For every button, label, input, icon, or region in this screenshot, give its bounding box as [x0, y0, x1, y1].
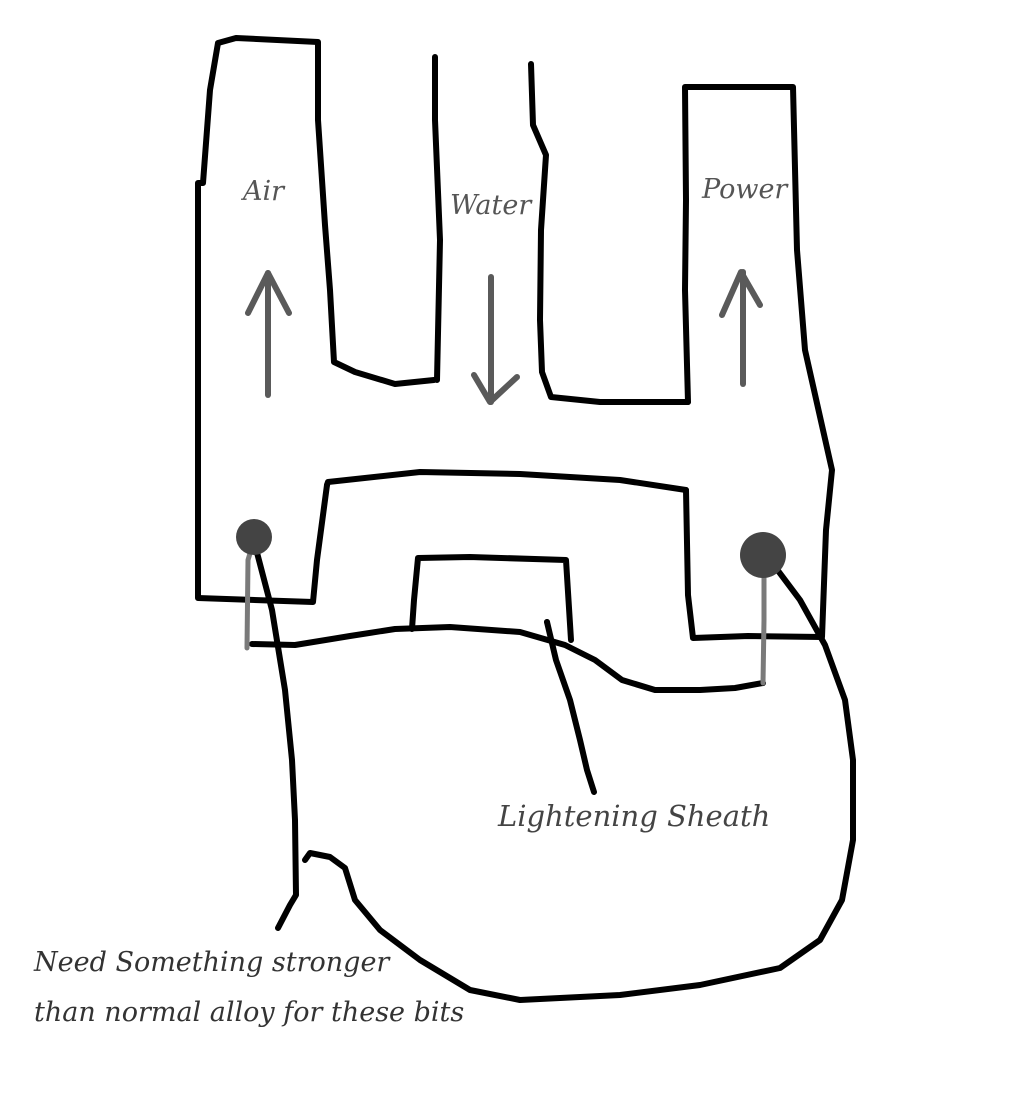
- air-column-outline: [195, 35, 437, 605]
- air-label: Air: [243, 176, 285, 207]
- right-electrode-stem: [760, 557, 767, 686]
- right-electrode-dot: [740, 532, 786, 578]
- sheath-notch: [409, 554, 574, 643]
- material-note: Need Something stronger than normal allo…: [34, 938, 464, 1038]
- left-wire: [252, 542, 299, 931]
- note-line-2: than normal alloy for these bits: [34, 997, 465, 1028]
- sheath-pointer-line: [544, 619, 597, 795]
- lightening-sheath-band: [249, 624, 766, 693]
- note-line-1: Need Something stronger: [34, 947, 390, 978]
- lightening-sheath-label: Lightening Sheath: [498, 799, 771, 833]
- power-up-arrow: [719, 269, 763, 387]
- right-wire-loop: [302, 565, 856, 1003]
- left-electrode-dot: [236, 519, 272, 555]
- power-label: Power: [702, 174, 788, 205]
- water-down-arrow: [471, 274, 520, 405]
- air-up-arrow: [245, 270, 292, 398]
- water-label: Water: [450, 190, 532, 221]
- water-right-wall: [528, 61, 691, 405]
- power-column-outline: [682, 84, 835, 641]
- crossbar-inner-edge: [324, 469, 689, 493]
- sheath-pointer-dot: [544, 619, 550, 625]
- left-electrode-stem: [244, 537, 257, 651]
- water-left-wall: [432, 54, 443, 383]
